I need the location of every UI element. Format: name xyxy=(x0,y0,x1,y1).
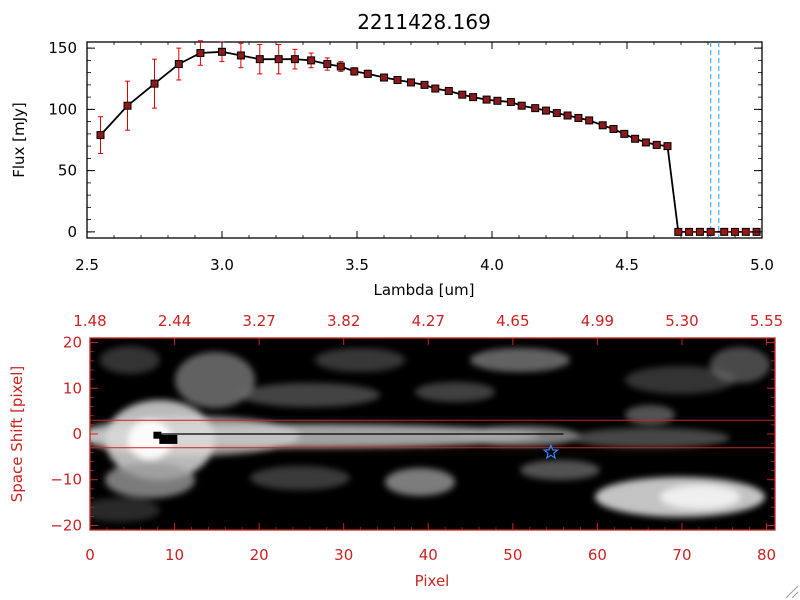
y-tick-label: 50 xyxy=(58,162,77,180)
data-point xyxy=(323,60,332,69)
spatial-panel: 0 10 20 30 40 50 60 70 80 −20 −10 0 10 20 1.48 2.44 3.… xyxy=(8,312,783,590)
heatmap-y-axis-label: Space Shift [pixel] xyxy=(8,366,26,503)
data-point xyxy=(393,75,402,84)
data-point xyxy=(506,98,515,107)
source-star-icon xyxy=(542,443,560,460)
trace-start-marker xyxy=(153,431,162,439)
data-point xyxy=(574,113,583,122)
spectrum-panel: 2211428.169 2.5 3.0 3.5 4.0 4.5 5.0 0 50 100 150… xyxy=(10,10,774,299)
data-point xyxy=(236,51,245,60)
x-tick-label: 50 xyxy=(503,546,522,564)
x-tick-label: 4.0 xyxy=(480,256,504,274)
data-point xyxy=(150,79,159,88)
data-point xyxy=(420,80,429,89)
heatmap-overlays xyxy=(90,419,775,460)
heatmap-x-ticks: 0 10 20 30 40 50 60 70 80 xyxy=(85,523,776,564)
x-tick-label: 30 xyxy=(334,546,353,564)
data-point xyxy=(652,140,661,149)
spectrum-y-axis-label: Flux [mJy] xyxy=(10,102,28,178)
data-point xyxy=(431,84,440,93)
data-point xyxy=(444,87,453,95)
x-tick-label: 2.5 xyxy=(75,256,99,274)
x-tick-label: 0 xyxy=(85,546,95,564)
x-tick-label: 4.5 xyxy=(615,256,639,274)
data-point xyxy=(336,62,345,71)
y-tick-label: −20 xyxy=(50,516,82,534)
top-tick-label: 4.27 xyxy=(412,312,445,330)
data-point xyxy=(620,129,629,138)
spectrum-title: 2211428.169 xyxy=(357,10,491,34)
data-point xyxy=(407,78,415,87)
y-tick-label: 0 xyxy=(72,425,82,443)
y-tick-label: 150 xyxy=(48,39,77,57)
x-tick-label: 3.0 xyxy=(210,256,234,274)
x-tick-label: 80 xyxy=(757,546,776,564)
y-tick-label: 10 xyxy=(63,379,82,397)
top-tick-label: 3.82 xyxy=(327,312,360,330)
spectrum-y-ticks: 0 50 100 150 xyxy=(48,39,762,241)
data-point xyxy=(493,96,502,105)
data-point xyxy=(469,93,478,102)
x-tick-label: 10 xyxy=(165,546,184,564)
data-point xyxy=(542,106,550,115)
data-point xyxy=(631,134,640,143)
window-resize-grip[interactable] xyxy=(785,585,799,599)
data-point xyxy=(552,109,561,118)
data-point xyxy=(458,90,467,99)
top-tick-label: 3.27 xyxy=(242,312,275,330)
data-point xyxy=(218,47,226,56)
data-point xyxy=(123,101,132,110)
trace-start-block xyxy=(159,434,178,444)
x-tick-label: 40 xyxy=(419,546,438,564)
y-tick-label: 100 xyxy=(48,100,77,118)
x-tick-label: 3.5 xyxy=(345,256,369,274)
data-point xyxy=(482,95,491,104)
data-point xyxy=(350,67,359,76)
data-point xyxy=(174,60,183,69)
top-tick-label: 1.48 xyxy=(73,312,106,330)
data-point xyxy=(363,69,372,78)
data-point xyxy=(563,111,572,120)
x-tick-label: 70 xyxy=(672,546,691,564)
top-tick-label: 5.55 xyxy=(750,312,783,330)
heatmap-top-ticks: 1.48 2.44 3.27 3.82 4.27 4.65 4.99 5.30 5.55 xyxy=(73,312,783,345)
heatmap-y-ticks: −20 −10 0 10 20 xyxy=(50,334,775,534)
data-point xyxy=(380,73,388,82)
vlines-group xyxy=(710,42,720,238)
top-tick-label: 4.99 xyxy=(581,312,614,330)
data-point xyxy=(274,55,283,64)
spectrum-x-axis-label: Lambda [um] xyxy=(374,281,475,299)
data-point xyxy=(663,142,672,151)
top-tick-label: 2.44 xyxy=(158,312,191,330)
spectrum-plot-frame xyxy=(86,41,763,239)
heatmap-image xyxy=(90,346,770,522)
heatmap-x-axis-label: Pixel xyxy=(415,572,450,590)
data-point xyxy=(290,55,299,64)
data-point xyxy=(307,56,316,65)
data-point xyxy=(609,124,618,133)
x-tick-label: 5.0 xyxy=(750,256,774,274)
data-point xyxy=(96,131,105,140)
x-tick-label: 20 xyxy=(250,546,269,564)
spectrum-series xyxy=(96,40,762,236)
data-point xyxy=(196,49,205,58)
x-tick-label: 60 xyxy=(588,546,607,564)
spectrum-x-ticks: 2.5 3.0 3.5 4.0 4.5 5.0 xyxy=(75,42,774,274)
data-point xyxy=(641,138,650,147)
top-tick-label: 4.65 xyxy=(496,312,529,330)
top-tick-label: 5.30 xyxy=(665,312,698,330)
data-point xyxy=(585,116,594,125)
data-point xyxy=(255,55,264,64)
data-point xyxy=(517,101,526,110)
y-tick-label: 0 xyxy=(67,223,77,241)
y-tick-label: −10 xyxy=(50,471,82,489)
data-point xyxy=(531,104,540,113)
y-tick-label: 20 xyxy=(63,334,82,352)
data-point xyxy=(598,121,607,130)
